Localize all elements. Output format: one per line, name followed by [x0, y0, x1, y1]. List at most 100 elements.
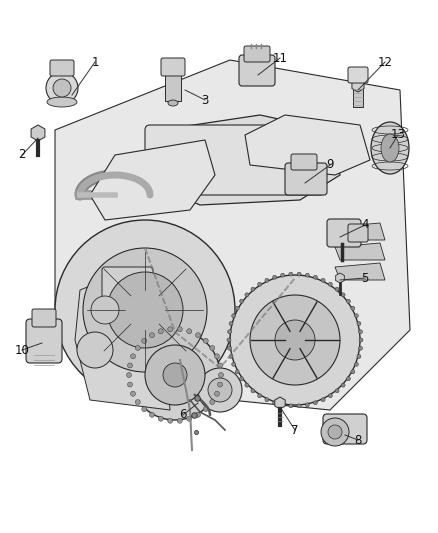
Circle shape — [341, 293, 345, 297]
Text: 13: 13 — [391, 128, 406, 141]
Circle shape — [227, 330, 232, 334]
Circle shape — [46, 72, 78, 104]
Text: 11: 11 — [272, 52, 287, 64]
FancyBboxPatch shape — [244, 46, 270, 62]
Circle shape — [219, 373, 223, 377]
Circle shape — [203, 338, 208, 343]
Circle shape — [77, 332, 113, 368]
Circle shape — [145, 345, 205, 405]
Circle shape — [305, 403, 309, 407]
Circle shape — [168, 327, 173, 332]
FancyBboxPatch shape — [239, 55, 275, 86]
Circle shape — [354, 362, 358, 366]
Text: 3: 3 — [201, 93, 208, 107]
Circle shape — [230, 275, 360, 405]
Circle shape — [346, 377, 350, 381]
Circle shape — [265, 278, 269, 282]
Text: 12: 12 — [378, 55, 392, 69]
Circle shape — [149, 333, 155, 338]
Circle shape — [272, 275, 277, 279]
Circle shape — [163, 363, 187, 387]
Polygon shape — [352, 78, 364, 92]
Circle shape — [229, 354, 233, 358]
Text: 10: 10 — [14, 343, 29, 357]
Circle shape — [83, 248, 207, 372]
Polygon shape — [335, 263, 385, 280]
Circle shape — [258, 394, 261, 398]
FancyBboxPatch shape — [26, 319, 62, 363]
FancyBboxPatch shape — [285, 163, 327, 195]
Circle shape — [227, 346, 232, 350]
Circle shape — [272, 401, 277, 405]
Circle shape — [235, 370, 239, 374]
Circle shape — [149, 413, 155, 417]
Polygon shape — [75, 260, 170, 410]
Circle shape — [168, 418, 173, 423]
Circle shape — [240, 377, 244, 381]
Polygon shape — [275, 397, 285, 409]
Circle shape — [195, 413, 201, 417]
Circle shape — [227, 338, 231, 342]
Polygon shape — [335, 243, 385, 260]
Circle shape — [158, 329, 163, 334]
Circle shape — [177, 327, 182, 332]
Circle shape — [135, 345, 140, 351]
Circle shape — [258, 282, 261, 286]
Circle shape — [91, 296, 119, 324]
Circle shape — [218, 363, 223, 368]
Circle shape — [208, 378, 232, 402]
Circle shape — [107, 272, 183, 348]
Text: 7: 7 — [291, 424, 299, 437]
Circle shape — [335, 287, 339, 291]
Polygon shape — [130, 115, 340, 205]
FancyBboxPatch shape — [348, 67, 368, 83]
Circle shape — [354, 314, 358, 318]
Circle shape — [358, 330, 363, 334]
Circle shape — [305, 273, 309, 277]
Circle shape — [314, 275, 318, 279]
Circle shape — [245, 383, 249, 387]
Circle shape — [135, 400, 140, 405]
Circle shape — [281, 273, 285, 277]
Circle shape — [142, 407, 147, 411]
Circle shape — [127, 382, 133, 387]
Bar — [165, 73, 181, 101]
Circle shape — [314, 401, 318, 405]
Ellipse shape — [47, 97, 77, 107]
Circle shape — [127, 373, 131, 377]
FancyBboxPatch shape — [323, 414, 367, 444]
Circle shape — [232, 362, 236, 366]
Circle shape — [210, 345, 215, 351]
Circle shape — [321, 278, 325, 282]
FancyBboxPatch shape — [50, 60, 74, 76]
FancyBboxPatch shape — [102, 267, 153, 308]
Circle shape — [351, 306, 355, 310]
FancyBboxPatch shape — [161, 58, 185, 76]
Circle shape — [265, 398, 269, 402]
Circle shape — [357, 354, 361, 358]
Circle shape — [321, 418, 349, 446]
Circle shape — [346, 299, 350, 303]
Circle shape — [328, 282, 332, 286]
Circle shape — [297, 272, 301, 276]
Circle shape — [142, 338, 147, 343]
Circle shape — [351, 370, 355, 374]
Text: 1: 1 — [91, 55, 99, 69]
Circle shape — [289, 272, 293, 276]
Circle shape — [195, 333, 201, 338]
Circle shape — [359, 338, 363, 342]
Text: 4: 4 — [361, 219, 369, 231]
Circle shape — [187, 416, 192, 421]
Circle shape — [203, 407, 208, 411]
Polygon shape — [335, 223, 385, 240]
Circle shape — [130, 330, 220, 420]
Circle shape — [297, 404, 301, 408]
Circle shape — [250, 295, 340, 385]
Circle shape — [328, 394, 332, 398]
FancyBboxPatch shape — [32, 309, 56, 327]
Circle shape — [275, 320, 315, 360]
Circle shape — [198, 368, 242, 412]
FancyBboxPatch shape — [291, 154, 317, 170]
Circle shape — [158, 416, 163, 421]
Circle shape — [335, 389, 339, 393]
